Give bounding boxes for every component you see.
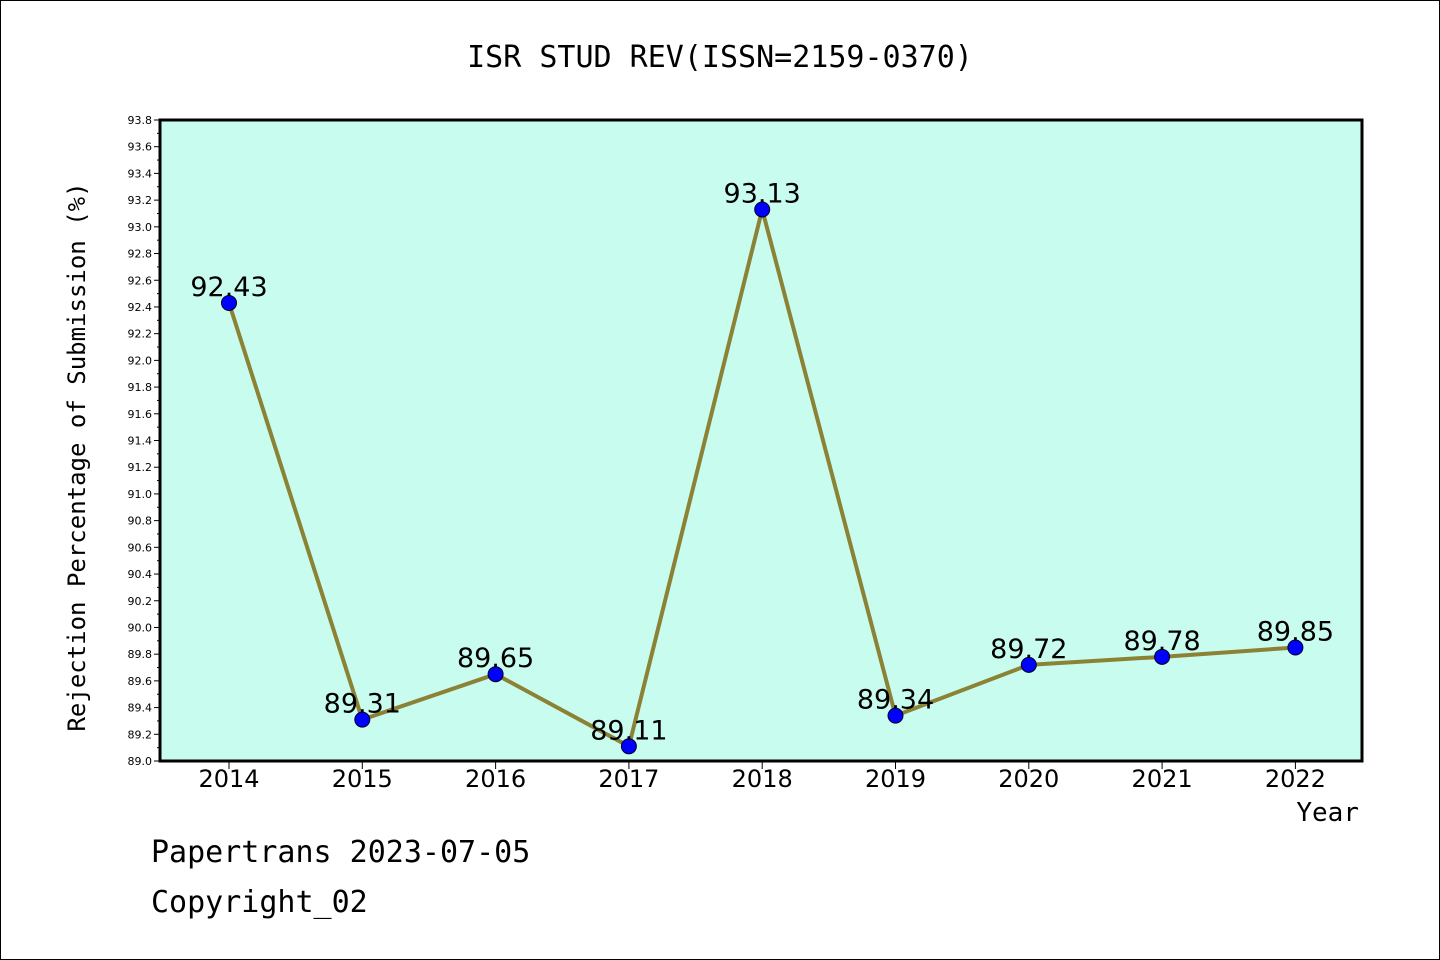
y-tick-label: 92.2: [128, 328, 153, 341]
data-point: [1020, 656, 1037, 673]
x-tick-label: 2015: [332, 765, 393, 793]
y-tick-label: 89.2: [128, 728, 153, 741]
data-label: 89.85: [1257, 616, 1334, 647]
x-tick-label: 2021: [1132, 765, 1193, 793]
y-tick-label: 93.0: [128, 221, 153, 234]
data-points: [221, 201, 1304, 755]
y-tick-label: 91.8: [128, 381, 153, 394]
x-tick-label: 2017: [598, 765, 659, 793]
y-axis: 89.0 89.2 89.4 89.6 89.8 90.0 90.2 90.4 90.6 90.8…: [128, 114, 160, 768]
data-point: [620, 738, 637, 755]
y-tick-label: 91.4: [128, 435, 153, 448]
x-tick-label: 2019: [865, 765, 926, 793]
x-axis-label: Year: [1296, 798, 1359, 828]
y-tick-label: 91.0: [128, 488, 153, 501]
footer-date: Papertrans 2023-07-05: [151, 835, 531, 870]
data-label: 89.72: [990, 634, 1067, 665]
x-tick-label: 2020: [998, 765, 1059, 793]
y-tick-label: 90.0: [128, 621, 153, 634]
y-tick-label: 93.2: [128, 194, 153, 207]
y-tick-label: 92.6: [128, 274, 153, 287]
y-tick-label: 90.8: [128, 515, 153, 528]
data-label: 89.65: [457, 643, 534, 674]
x-tick-label: 2014: [198, 765, 259, 793]
x-axis: 2014 2015 2016 2017 2018 2019 2020 2021 2022: [198, 761, 1326, 793]
y-tick-label: 92.8: [128, 248, 153, 261]
data-label: 89.31: [324, 689, 401, 720]
y-tick-label: 93.4: [128, 167, 153, 180]
data-point: [754, 201, 771, 218]
y-tick-label: 90.2: [128, 595, 153, 608]
y-tick-label: 92.4: [128, 301, 153, 314]
x-tick-label: 2018: [732, 765, 793, 793]
y-axis-label: Rejection Percentage of Submission (%): [63, 182, 91, 731]
y-tick-label: 89.8: [128, 648, 153, 661]
data-point: [487, 666, 504, 683]
y-tick-label: 93.6: [128, 141, 153, 154]
data-labels: 92.43 89.31 89.65 89.11 93.13 89.34 89.72 89.78…: [190, 178, 1334, 746]
y-tick-label: 89.4: [128, 702, 153, 715]
y-tick-label: 90.6: [128, 541, 153, 554]
y-tick-label: 90.4: [128, 568, 153, 581]
data-label: 93.13: [724, 178, 801, 209]
data-point: [1154, 648, 1171, 665]
chart-title: ISR STUD REV(ISSN=2159-0370): [467, 40, 973, 75]
y-tick-label: 89.0: [128, 755, 153, 768]
data-point: [354, 711, 371, 728]
y-tick-label: 93.8: [128, 114, 153, 127]
data-label: 89.11: [590, 715, 667, 746]
data-point: [221, 294, 237, 311]
data-point: [1287, 639, 1304, 656]
y-tick-label: 92.0: [128, 354, 153, 367]
data-point: [887, 707, 904, 724]
data-label: 89.34: [857, 685, 934, 716]
y-tick-label: 91.2: [128, 461, 153, 474]
data-label: 92.43: [190, 272, 267, 303]
footer-copyright: Copyright_02: [151, 885, 368, 920]
data-label: 89.78: [1123, 626, 1200, 657]
x-tick-label: 2016: [465, 765, 526, 793]
y-tick-label: 89.6: [128, 675, 153, 688]
x-tick-label: 2022: [1265, 765, 1326, 793]
y-tick-label: 91.6: [128, 408, 153, 421]
